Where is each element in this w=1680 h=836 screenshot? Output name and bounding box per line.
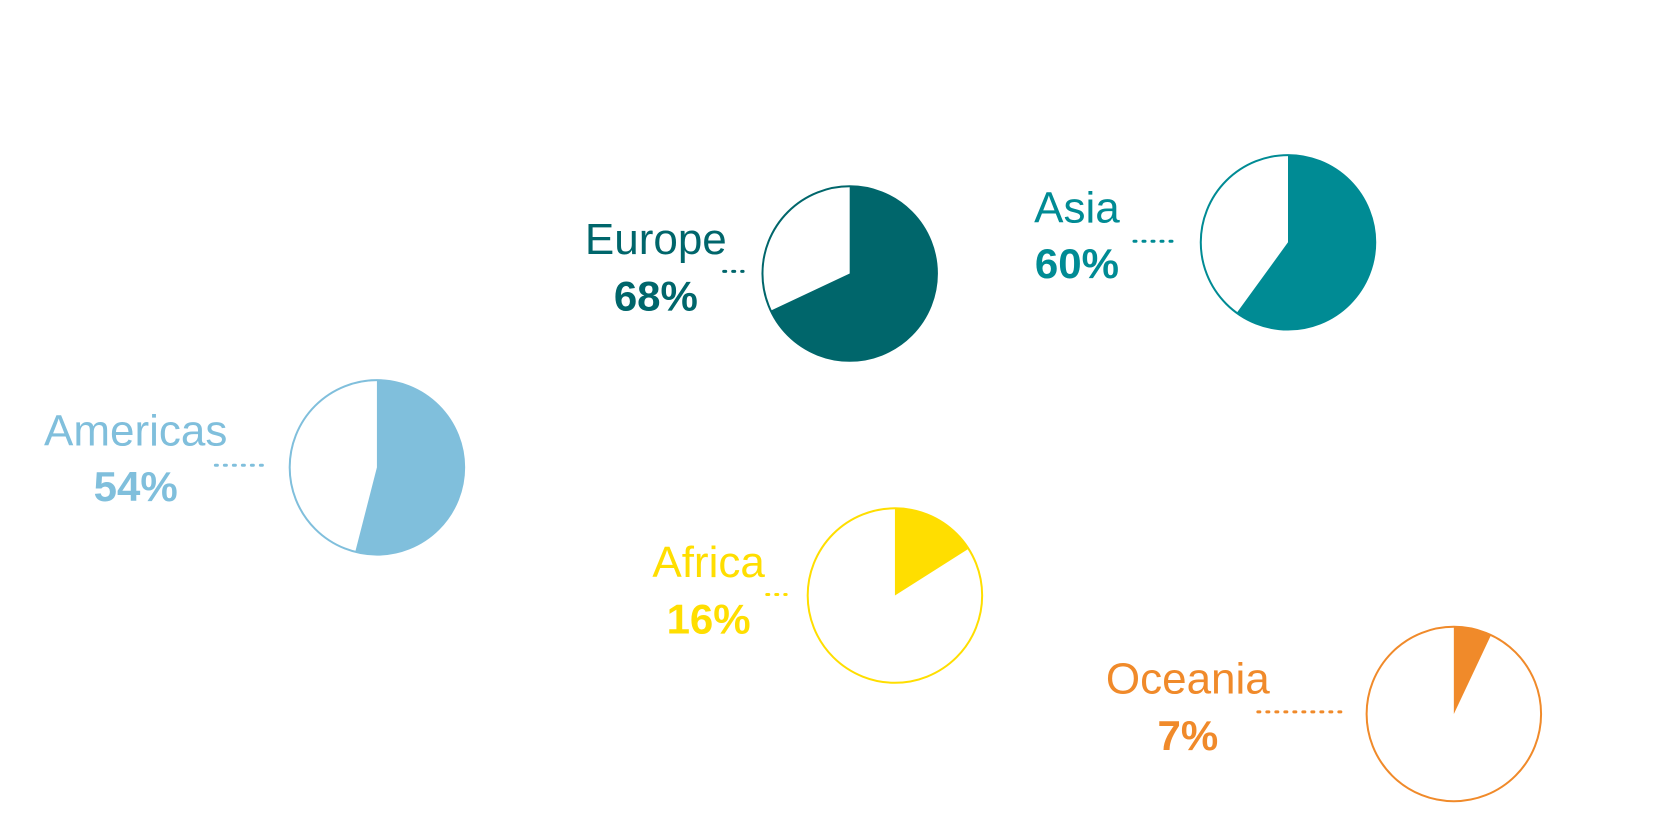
- value-label: 60%: [1035, 240, 1119, 287]
- category-label: Americas: [44, 407, 227, 456]
- pie-wedge: [1453, 626, 1491, 714]
- pie-wedge: [770, 186, 937, 361]
- category-label: Asia: [1034, 184, 1120, 233]
- value-label: 54%: [94, 463, 178, 510]
- pie-wedge: [355, 380, 465, 555]
- pie-wedge: [1236, 155, 1376, 330]
- category-label: Europe: [585, 215, 727, 264]
- pie-wedge: [894, 508, 969, 596]
- value-label: 16%: [667, 596, 751, 643]
- value-label: 68%: [614, 272, 698, 319]
- value-label: 7%: [1157, 712, 1218, 759]
- category-label: Oceania: [1106, 654, 1270, 703]
- category-label: Africa: [652, 538, 765, 587]
